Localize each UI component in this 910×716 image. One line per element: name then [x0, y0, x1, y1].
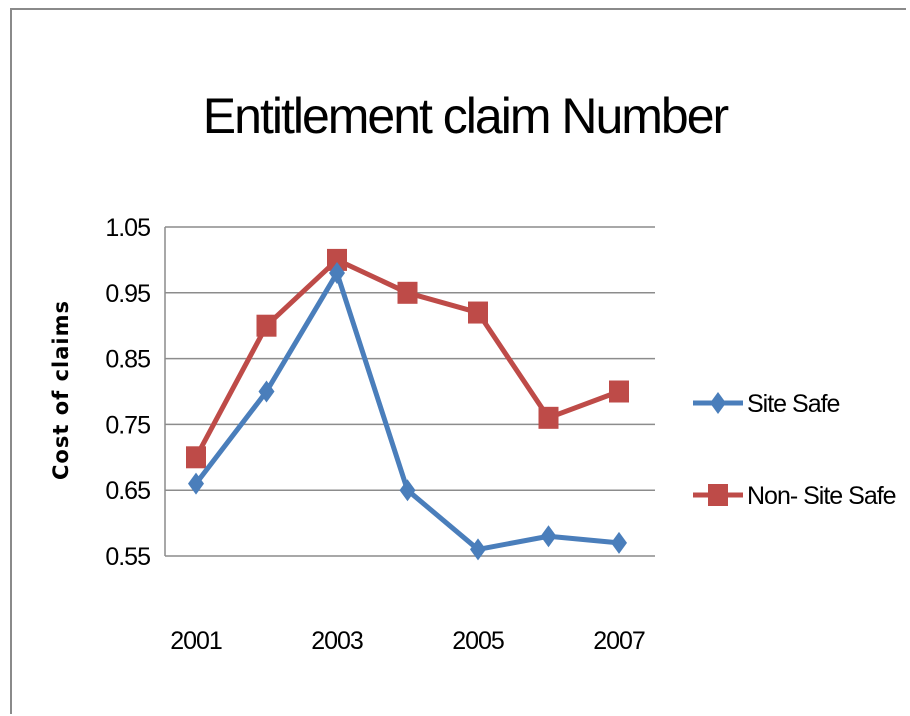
x-axis-ticks: 2001 2003 2005 2007 [170, 627, 646, 655]
data-point [540, 525, 557, 548]
y-axis-ticks: 1.05 0.95 0.85 0.75 0.65 0.55 [105, 214, 151, 571]
y-tick-label: 0.85 [105, 346, 150, 374]
data-point [329, 262, 345, 285]
x-tick-label: 2005 [452, 627, 504, 655]
legend: Site Safe Non- Site Safe [693, 390, 897, 510]
legend-marker [708, 484, 728, 506]
data-point [256, 314, 277, 337]
data-point [186, 446, 206, 469]
data-point [468, 301, 488, 324]
data-point [188, 472, 204, 495]
x-tick-label: 2007 [593, 627, 645, 655]
legend-marker [710, 392, 726, 414]
y-tick-label: 0.55 [105, 543, 150, 571]
y-tick-label: 0.95 [105, 280, 150, 308]
y-axis-label: Cost of claims [49, 300, 73, 480]
data-point [538, 406, 559, 429]
data-point [470, 538, 486, 561]
x-tick-label: 2003 [311, 627, 363, 655]
y-tick-label: 0.75 [105, 411, 150, 439]
data-point [327, 248, 347, 271]
data-point [397, 281, 418, 304]
y-tick-label: 1.05 [105, 214, 150, 242]
data-point [609, 380, 629, 403]
data-point [611, 531, 627, 554]
legend-label: Non- Site Safe [747, 482, 896, 510]
data-point [399, 479, 416, 502]
chart-frame [10, 8, 906, 714]
y-tick-label: 0.65 [105, 477, 150, 505]
chart-title: Entitlement claim Number [203, 88, 729, 144]
legend-label: Site Safe [747, 390, 840, 418]
series-group [186, 248, 629, 561]
x-tick-label: 2001 [170, 627, 222, 655]
data-point [258, 380, 275, 403]
gridlines [164, 226, 655, 557]
